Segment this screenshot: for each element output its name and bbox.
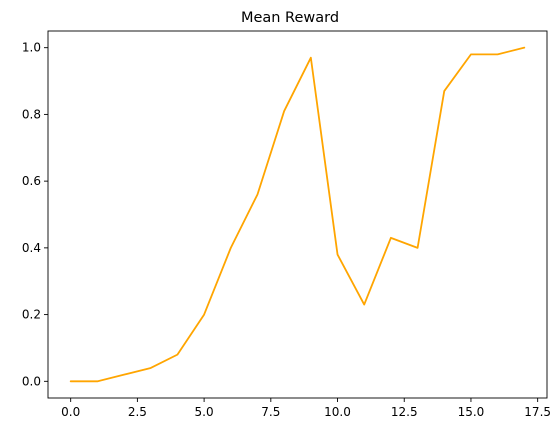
plot-area [69, 46, 526, 383]
x-tick-label: 5.0 [195, 405, 214, 419]
y-tick-label: 0.6 [22, 174, 41, 188]
series-line [69, 46, 526, 383]
x-tick-label: 10.0 [324, 405, 351, 419]
y-tick-label: 0.2 [22, 308, 41, 322]
x-tick-label: 7.5 [261, 405, 280, 419]
y-tick-label: 0.4 [22, 241, 41, 255]
x-tick-label: 12.5 [391, 405, 418, 419]
y-tick-label: 0.8 [22, 107, 41, 121]
x-tick-label: 17.5 [524, 405, 551, 419]
y-tick-label: 1.0 [22, 41, 41, 55]
x-tick-label: 0.0 [61, 405, 80, 419]
x-axis-ticks: 0.0 2.5 5.0 7.5 10.0 12.5 15.0 17.5 [61, 398, 551, 419]
axes-frame [47, 30, 548, 399]
chart-title: Mean Reward [241, 10, 339, 26]
x-tick-label: 15.0 [458, 405, 485, 419]
y-tick-label: 0.0 [22, 374, 41, 388]
x-tick-label: 2.5 [128, 405, 147, 419]
y-axis-ticks: 0.0 0.2 0.4 0.6 0.8 1.0 [22, 41, 48, 388]
